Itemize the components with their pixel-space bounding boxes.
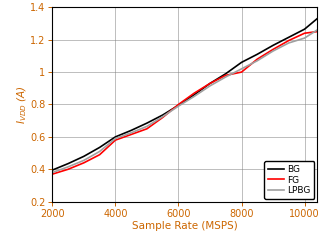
BG bbox=[224, 72, 228, 75]
LPBG bbox=[302, 37, 306, 40]
Line: BG: BG bbox=[52, 19, 317, 170]
BG bbox=[240, 61, 244, 64]
LPBG bbox=[82, 159, 86, 162]
BG bbox=[50, 169, 54, 172]
FG bbox=[66, 168, 70, 171]
LPBG bbox=[98, 150, 102, 153]
BG bbox=[271, 44, 275, 47]
Line: LPBG: LPBG bbox=[52, 30, 317, 173]
FG bbox=[240, 71, 244, 74]
LPBG bbox=[255, 59, 259, 62]
FG bbox=[255, 58, 259, 61]
LPBG bbox=[145, 125, 149, 128]
LPBG bbox=[271, 50, 275, 52]
BG bbox=[98, 146, 102, 149]
LPBG bbox=[287, 42, 291, 44]
FG bbox=[287, 39, 291, 42]
BG bbox=[302, 28, 306, 31]
FG bbox=[192, 92, 196, 95]
BG bbox=[145, 122, 149, 125]
FG bbox=[208, 82, 212, 85]
LPBG bbox=[224, 76, 228, 78]
FG bbox=[50, 173, 54, 176]
BG bbox=[287, 36, 291, 39]
FG bbox=[271, 48, 275, 51]
Line: FG: FG bbox=[52, 32, 317, 174]
BG bbox=[82, 155, 86, 158]
BG bbox=[161, 113, 164, 116]
FG bbox=[113, 139, 117, 142]
FG bbox=[98, 153, 102, 156]
LPBG bbox=[192, 95, 196, 98]
FG bbox=[224, 74, 228, 77]
LPBG bbox=[315, 28, 319, 31]
BG bbox=[177, 104, 181, 107]
FG bbox=[82, 161, 86, 164]
LPBG bbox=[129, 131, 133, 134]
FG bbox=[129, 133, 133, 136]
BG bbox=[255, 53, 259, 56]
BG bbox=[66, 162, 70, 165]
Y-axis label: $I_{VDD}$ (A): $I_{VDD}$ (A) bbox=[15, 85, 28, 124]
X-axis label: Sample Rate (MSPS): Sample Rate (MSPS) bbox=[132, 221, 238, 231]
LPBG bbox=[50, 171, 54, 174]
Legend: BG, FG, LPBG: BG, FG, LPBG bbox=[264, 161, 315, 199]
BG bbox=[192, 93, 196, 96]
LPBG bbox=[66, 165, 70, 168]
FG bbox=[302, 32, 306, 35]
BG bbox=[129, 129, 133, 132]
LPBG bbox=[240, 67, 244, 70]
LPBG bbox=[208, 84, 212, 87]
FG bbox=[177, 103, 181, 106]
BG bbox=[208, 82, 212, 85]
LPBG bbox=[177, 105, 181, 108]
LPBG bbox=[161, 115, 164, 118]
FG bbox=[161, 116, 164, 119]
FG bbox=[315, 30, 319, 33]
FG bbox=[145, 127, 149, 130]
BG bbox=[315, 17, 319, 20]
BG bbox=[113, 135, 117, 138]
LPBG bbox=[113, 137, 117, 140]
